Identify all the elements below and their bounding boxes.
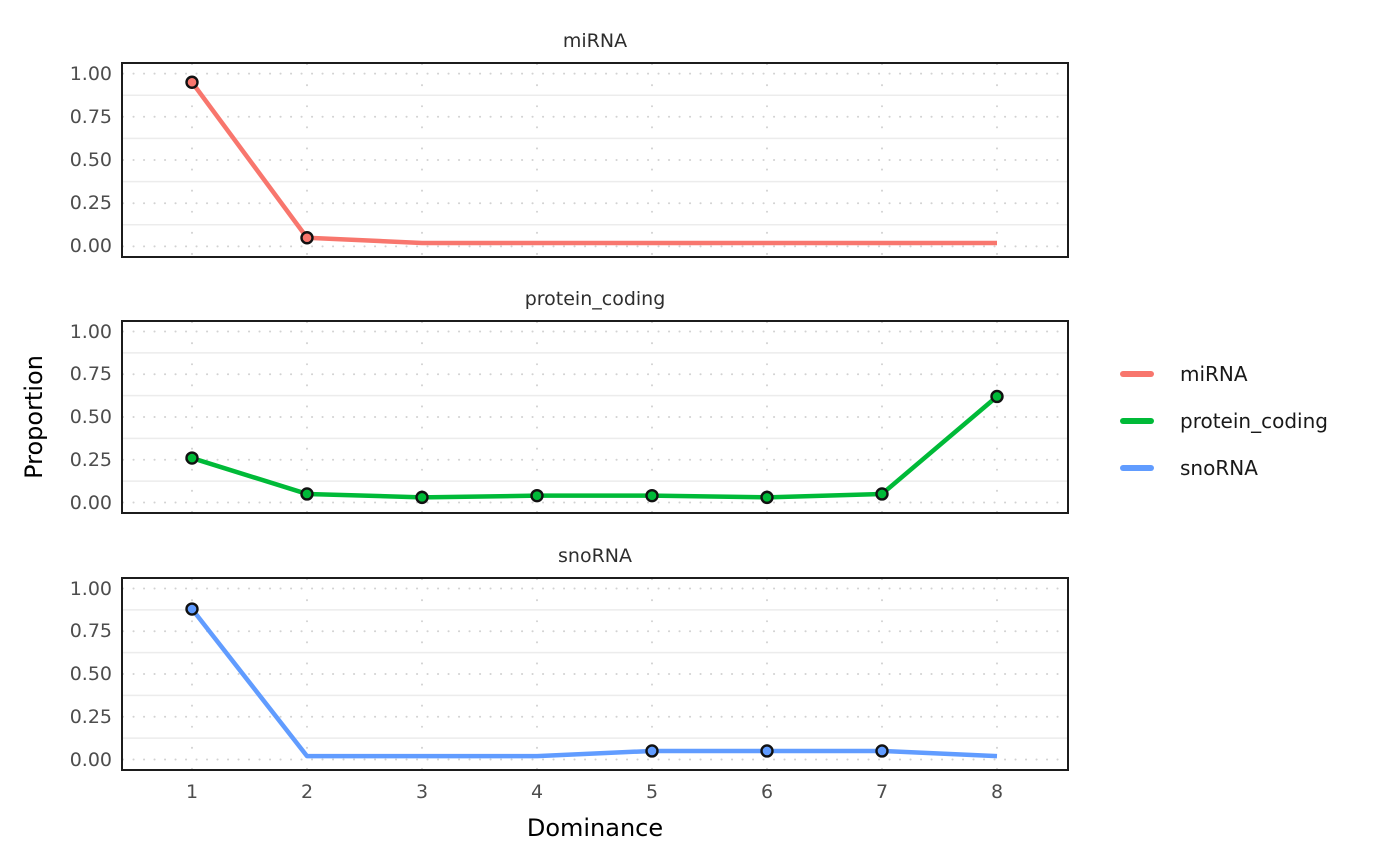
x-tick-label: 7 xyxy=(875,781,889,803)
panel-protein_coding xyxy=(121,320,1069,514)
data-point-marker xyxy=(645,488,659,503)
y-tick-label: 0.75 xyxy=(69,620,112,643)
y-tick-label: 0.50 xyxy=(69,149,112,171)
y-tick-label: 0.25 xyxy=(69,705,112,728)
y-tick-label: 1.00 xyxy=(69,62,112,85)
data-point-marker xyxy=(645,744,659,758)
x-tick-label: 3 xyxy=(415,781,429,803)
y-tick-label: 0.75 xyxy=(69,363,112,386)
y-tick-label: 1.00 xyxy=(69,577,112,600)
legend-label: snoRNA xyxy=(1180,455,1258,480)
data-point-marker xyxy=(760,744,774,758)
x-tick-label: 2 xyxy=(300,781,314,803)
facet-title-protein_coding: protein_coding xyxy=(524,288,666,310)
data-point-marker xyxy=(185,75,199,89)
y-tick-label: 1.00 xyxy=(69,320,112,343)
y-tick-label: 0.00 xyxy=(69,748,112,771)
panel-miRNA xyxy=(121,62,1069,258)
data-point-marker xyxy=(185,602,199,616)
y-tick-label: 0.50 xyxy=(69,406,112,428)
legend-label: protein_coding xyxy=(1180,408,1328,433)
panel-plot-protein_coding xyxy=(123,322,1067,512)
legend-line-swatch xyxy=(1120,370,1154,377)
legend-line-swatch xyxy=(1120,464,1154,471)
x-tick-label: 5 xyxy=(645,781,659,803)
data-point-marker xyxy=(300,487,314,501)
x-tick-label: 4 xyxy=(530,781,544,803)
panel-plot-snoRNA xyxy=(123,579,1067,769)
data-point-marker xyxy=(760,490,774,505)
data-point-marker xyxy=(185,451,199,465)
data-point-marker xyxy=(300,231,314,245)
series-line-snoRNA xyxy=(190,607,998,759)
y-tick-label: 0.50 xyxy=(69,663,112,685)
facet-title-snoRNA: snoRNA xyxy=(558,545,632,567)
legend: miRNA protein_coding snoRNA xyxy=(1120,350,1328,491)
data-point-marker xyxy=(875,744,889,758)
x-tick-label: 6 xyxy=(760,781,774,803)
data-point-marker xyxy=(875,487,889,501)
y-tick-label: 0.25 xyxy=(69,192,112,215)
legend-line-swatch xyxy=(1120,417,1154,424)
panel-snoRNA xyxy=(121,577,1069,771)
y-tick-label: 0.75 xyxy=(69,105,112,128)
legend-entry-protein_coding: protein_coding xyxy=(1120,397,1328,444)
y-tick-label: 0.25 xyxy=(69,448,112,471)
legend-entry-miRNA: miRNA xyxy=(1120,350,1328,397)
y-tick-label: 0.00 xyxy=(69,491,112,514)
panel-plot-miRNA xyxy=(123,64,1067,256)
facet-title-miRNA: miRNA xyxy=(562,30,628,52)
series-line-miRNA xyxy=(190,80,997,246)
x-tick-label: 1 xyxy=(185,781,199,803)
x-axis-title: Dominance xyxy=(526,814,664,842)
data-point-marker xyxy=(530,488,544,503)
y-tick-label: 0.00 xyxy=(69,235,112,258)
legend-label: miRNA xyxy=(1180,361,1248,386)
data-point-marker xyxy=(990,389,1004,404)
series-line-protein_coding xyxy=(191,394,999,500)
legend-entry-snoRNA: snoRNA xyxy=(1120,444,1328,491)
data-point-marker xyxy=(415,490,429,505)
x-tick-label: 8 xyxy=(990,781,1004,803)
